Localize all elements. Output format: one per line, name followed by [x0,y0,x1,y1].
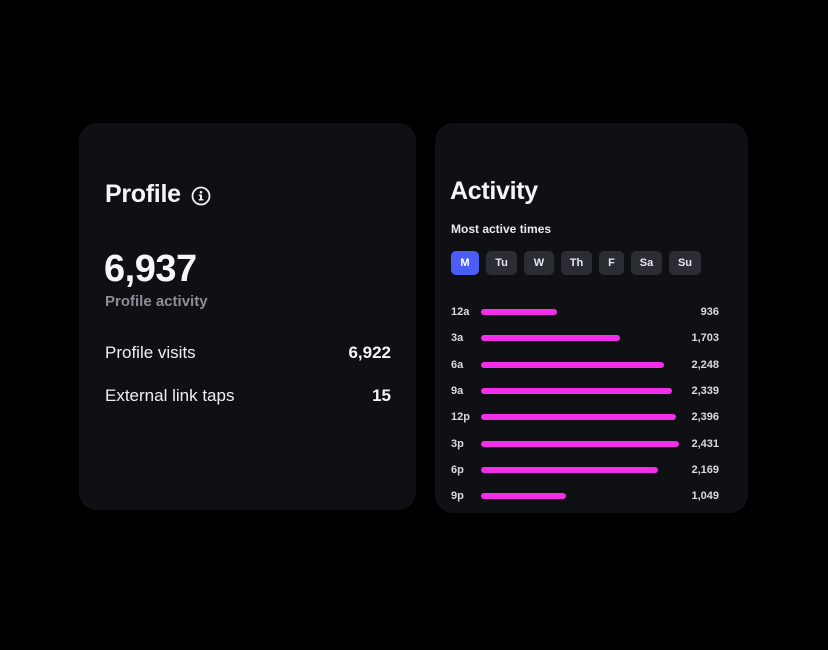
activity-bar [481,440,679,447]
hour-row: 6p 2,169 [451,457,721,483]
hour-label: 6a [451,358,464,371]
hour-value: 2,169 [691,463,719,476]
hour-row: 3a 1,703 [451,325,721,351]
hour-label: 3p [451,437,464,450]
activity-bar [481,361,665,368]
activity-card: Activity Most active times M Tu W Th F S… [435,123,748,513]
hour-row: 6a 2,248 [451,352,721,378]
stat-row-external-link-taps: External link taps 15 [105,386,391,406]
day-tab-monday[interactable]: M [451,251,479,275]
bar-track [481,493,679,500]
day-tab-saturday[interactable]: Sa [631,251,662,275]
hour-label: 9p [451,490,464,503]
stat-value: 15 [372,386,391,405]
hourly-activity-list: 12a 936 3a 1,703 6a 2,248 9a 2,339 12p [451,299,721,509]
activity-bar [481,309,558,316]
hour-label: 12a [451,306,470,319]
hour-label: 9a [451,385,464,398]
hour-row: 9p 1,049 [451,483,721,509]
day-tab-thursday[interactable]: Th [561,251,592,275]
info-icon[interactable] [191,186,211,206]
hour-value: 2,339 [691,385,719,398]
hour-value: 2,248 [691,358,719,371]
day-tab-friday[interactable]: F [599,251,624,275]
hour-label: 12p [451,411,470,424]
activity-bar [481,414,677,421]
activity-bar [481,466,658,473]
bar-track [481,335,679,342]
profile-title: Profile [105,180,181,208]
hour-value: 1,049 [691,490,719,503]
bar-track [481,309,679,316]
stat-value: 6,922 [348,343,391,362]
activity-bar [481,335,620,342]
bar-track [481,414,679,421]
bar-track [481,466,679,473]
day-selector: M Tu W Th F Sa Su [451,251,701,275]
profile-activity-total: 6,937 [104,248,197,290]
stat-label: External link taps [105,386,235,405]
day-tab-wednesday[interactable]: W [524,251,554,275]
bar-track [481,440,679,447]
stat-label: Profile visits [105,343,196,362]
hour-row: 9a 2,339 [451,378,721,404]
hour-value: 936 [700,306,719,319]
hour-row: 12a 936 [451,299,721,325]
profile-card: Profile 6,937 Profile activity Profile v… [79,123,416,510]
profile-header: Profile [105,180,211,209]
hour-value: 2,396 [691,411,719,424]
activity-bar [481,493,567,500]
activity-bar [481,388,672,395]
hour-row: 12p 2,396 [451,404,721,430]
hour-value: 2,431 [691,437,719,450]
activity-title: Activity [450,177,538,205]
bar-track [481,361,679,368]
hour-row: 3p 2,431 [451,430,721,456]
hour-label: 3a [451,332,464,345]
hour-value: 1,703 [691,332,719,345]
profile-activity-label: Profile activity [105,293,208,310]
day-tab-sunday[interactable]: Su [669,251,701,275]
day-tab-tuesday[interactable]: Tu [486,251,517,275]
bar-track [481,388,679,395]
stat-row-profile-visits: Profile visits 6,922 [105,343,391,363]
hour-label: 6p [451,463,464,476]
most-active-times-label: Most active times [451,222,552,236]
